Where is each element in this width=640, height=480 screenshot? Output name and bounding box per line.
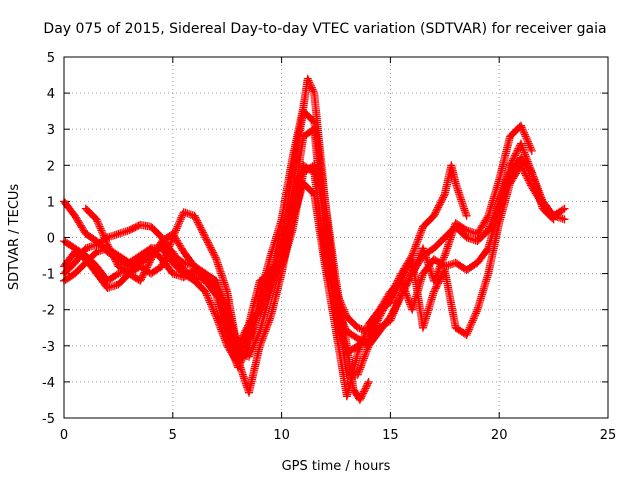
y-tick-label: -3 [42,340,55,355]
y-tick-label: 4 [47,87,55,102]
chart-title: Day 075 of 2015, Sidereal Day-to-day VTE… [43,21,606,37]
y-tick-label: 3 [47,123,55,138]
y-tick-label: 2 [47,159,55,174]
y-tick-label: -1 [42,268,55,283]
x-tick-label: 20 [491,428,508,443]
x-tick-label: 5 [169,428,177,443]
x-tick-label: 0 [60,428,68,443]
x-axis-label: GPS time / hours [282,459,391,474]
x-tick-label: 25 [600,428,617,443]
series-trace-5 [81,107,536,379]
plot-frame [63,56,609,419]
plot-area [60,74,569,404]
y-tick-label: -5 [42,412,55,427]
y-tick-label: 5 [47,51,55,66]
y-tick-label: 1 [47,195,55,210]
x-tick-label: 10 [273,428,290,443]
grid [64,57,608,418]
y-axis-label: SDTVAR / TECUs [7,184,22,291]
series-trace-4 [60,139,558,368]
y-tick-label: -4 [42,376,55,391]
y-tick-label: 0 [47,232,55,247]
y-tick-label: -2 [42,304,55,319]
x-tick-label: 15 [382,428,399,443]
